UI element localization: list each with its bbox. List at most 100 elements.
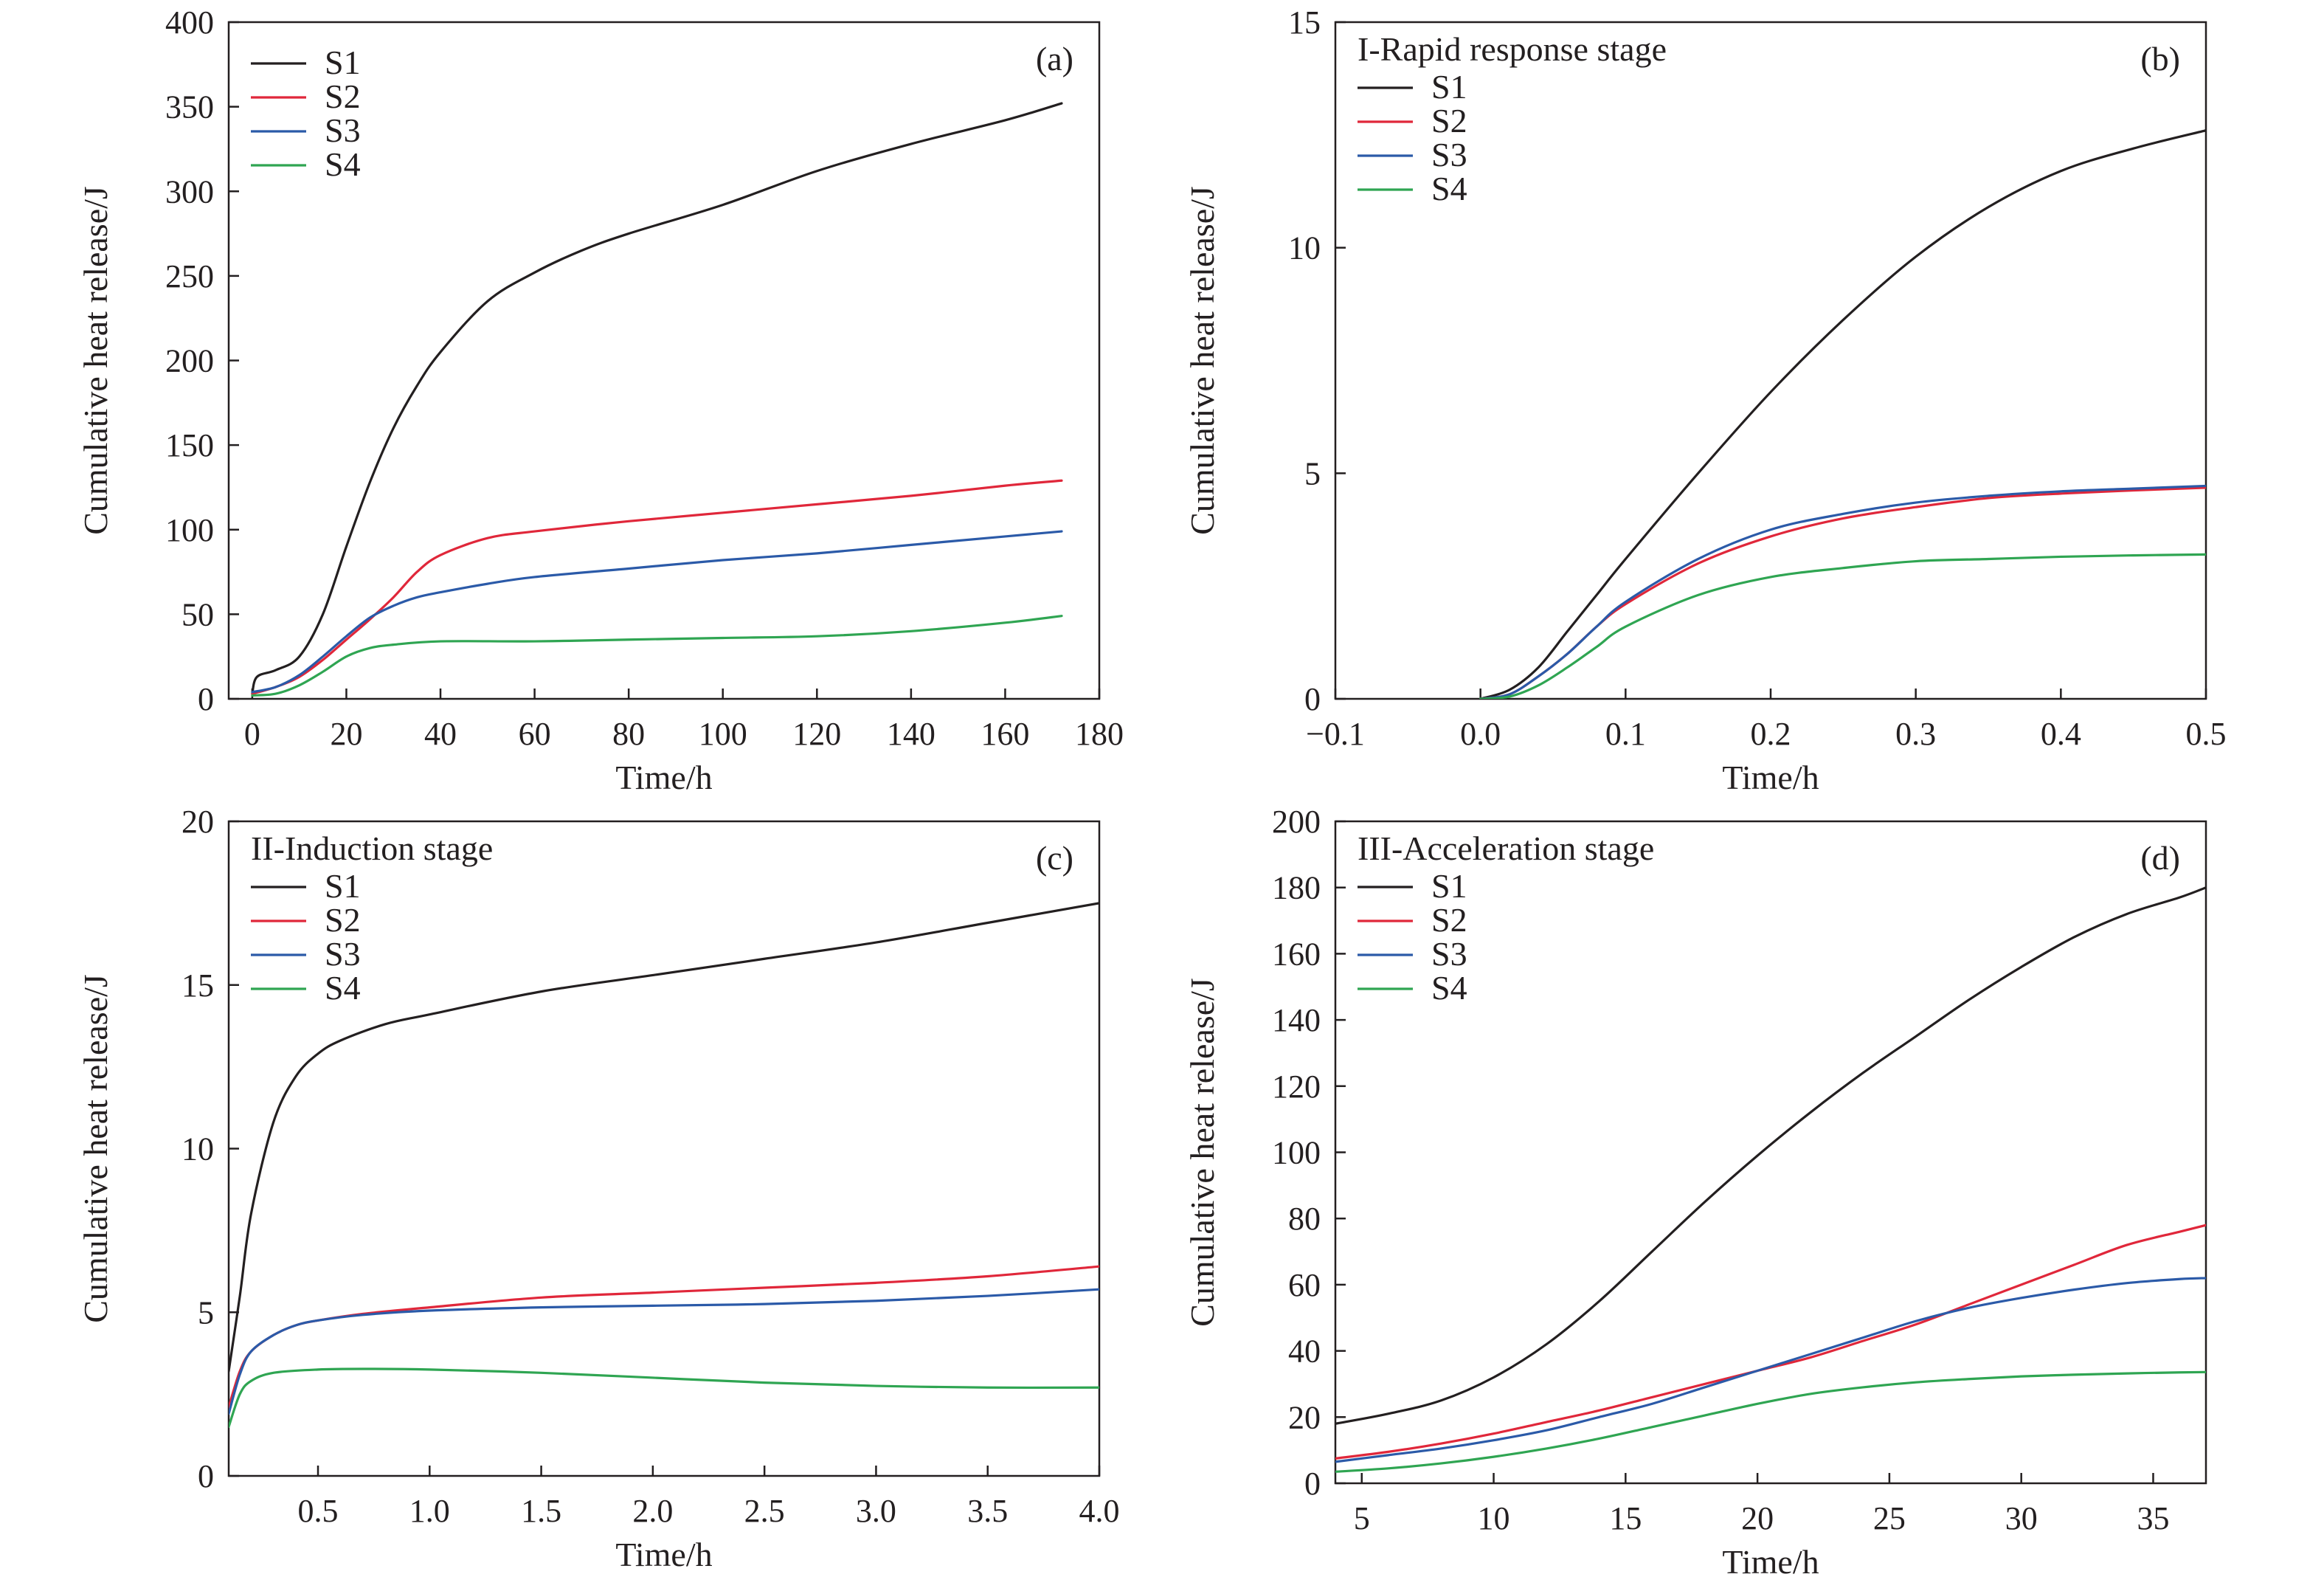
x-tick-label: 35: [2137, 1500, 2169, 1536]
panel-b: −0.1 0.0 0.1 0.2 0.3 0.4 0.5 0 5 10 15 Time/h Cumula…: [1183, 4, 2227, 796]
x-tick-label: 30: [2005, 1500, 2038, 1536]
x-tick-label: 0.5: [298, 1493, 339, 1529]
legend-label-s4: S4: [325, 969, 361, 1007]
y-tick-label: 120: [1272, 1069, 1321, 1105]
x-axis-title: Time/h: [1722, 759, 1819, 796]
x-tick-label: 4.0: [1079, 1493, 1120, 1529]
y-tick-label: 100: [1272, 1135, 1321, 1171]
x-tick-label: 2.0: [632, 1493, 673, 1529]
legend-label-s2: S2: [1431, 102, 1467, 139]
y-tick-label: 200: [1272, 804, 1321, 840]
y-tick-label: 200: [165, 343, 214, 379]
panel-d: 5 10 15 20 25 30 35 0 20 40 60 80 100 120 140 160 180 200…: [1183, 804, 2207, 1577]
series-line-s3: [1479, 484, 2206, 699]
x-axis-title: Time/h: [1722, 1543, 1819, 1577]
series-line-s2: [1479, 486, 2206, 699]
y-tick-label: 140: [1272, 1002, 1321, 1038]
panel-c: 0.5 1.0 1.5 2.0 2.5 3.0 3.5 4.0 0 5 10 15 20 Time/h Cu…: [77, 804, 1120, 1573]
y-tick-label: 400: [165, 4, 214, 41]
y-tick-label: 60: [1288, 1267, 1321, 1303]
series-line-s3: [1335, 1277, 2206, 1463]
y-tick-label: 20: [1288, 1399, 1321, 1435]
x-tick-label: 20: [330, 716, 362, 752]
x-tick-label: 0.4: [2041, 716, 2081, 752]
y-tick-label: 5: [1304, 455, 1321, 491]
x-tick-label: 100: [699, 716, 747, 752]
series-line-s2: [251, 479, 1063, 695]
y-tick-label: 250: [165, 258, 214, 294]
y-axis-title: Cumulative heat release/J: [77, 186, 114, 535]
x-tick-label: 40: [424, 716, 457, 752]
series-group: [1335, 886, 2206, 1473]
y-tick-label: 10: [1288, 230, 1321, 266]
y-tick-label: 300: [165, 173, 214, 210]
y-tick-label: 20: [181, 804, 214, 840]
y-axis-title: Cumulative heat release/J: [1183, 186, 1221, 535]
panel-tag: (c): [1036, 839, 1073, 877]
y-tick-label: 50: [181, 596, 214, 632]
legend-label-s3: S3: [1431, 136, 1467, 173]
x-tick-label: 3.5: [967, 1493, 1008, 1529]
y-tick-label: 160: [1272, 936, 1321, 972]
series-line-s3: [251, 530, 1063, 694]
x-tick-label: 0.5: [2186, 716, 2227, 752]
x-tick-label: 2.5: [744, 1493, 785, 1529]
y-tick-label: 80: [1288, 1201, 1321, 1237]
x-tick-label: 15: [1609, 1500, 1642, 1536]
series-line-s1: [251, 102, 1063, 695]
y-tick-label: 100: [165, 512, 214, 548]
series-line-s1: [1479, 129, 2206, 699]
series-line-s1: [229, 902, 1099, 1373]
series-group: [1479, 129, 2206, 699]
y-tick-label: 15: [1288, 4, 1321, 41]
x-tick-label: 3.0: [856, 1493, 896, 1529]
panel-a: 0 20 40 60 80 100 120 140 160 180 0 50 100 150 200 250 3…: [77, 4, 1124, 796]
legend-label-s4: S4: [1431, 969, 1467, 1007]
x-tick-label: 80: [612, 716, 645, 752]
y-tick-label: 10: [181, 1131, 214, 1167]
legend-label-s3: S3: [325, 935, 361, 973]
x-tick-label: 140: [887, 716, 936, 752]
x-tick-label: 0.0: [1460, 716, 1501, 752]
x-tick-label: 5: [1354, 1500, 1370, 1536]
series-line-s4: [1479, 553, 2206, 699]
legend-label-s1: S1: [325, 44, 361, 81]
legend-label-s3: S3: [1431, 935, 1467, 973]
y-tick-label: 0: [1304, 681, 1321, 717]
y-tick-label: 15: [181, 967, 214, 1004]
y-tick-label: 0: [1304, 1466, 1321, 1502]
y-tick-label: 180: [1272, 870, 1321, 906]
x-tick-label: −0.1: [1306, 716, 1365, 752]
y-axis-title: Cumulative heat release/J: [1183, 978, 1221, 1327]
y-tick-label: 350: [165, 89, 214, 125]
panel-tag: (d): [2140, 839, 2180, 877]
x-axis-title: Time/h: [615, 759, 712, 796]
series-line-s4: [251, 615, 1063, 697]
x-tick-label: 160: [981, 716, 1029, 752]
x-tick-label: 0.2: [1751, 716, 1791, 752]
series-line-s4: [1335, 1370, 2206, 1473]
series-line-s3: [229, 1288, 1099, 1415]
x-tick-label: 1.0: [409, 1493, 450, 1529]
x-tick-label: 10: [1478, 1500, 1510, 1536]
stage-title: I-Rapid response stage: [1358, 30, 1667, 68]
series-line-s2: [1335, 1224, 2206, 1460]
legend-label-s2: S2: [325, 901, 361, 939]
x-tick-label: 0: [244, 716, 260, 752]
x-axis-title: Time/h: [615, 1536, 712, 1573]
stage-title: III-Acceleration stage: [1358, 829, 1654, 867]
x-tick-label: 1.5: [521, 1493, 561, 1529]
y-tick-label: 0: [198, 681, 214, 717]
x-tick-label: 0.3: [1895, 716, 1936, 752]
series-line-s2: [229, 1265, 1099, 1409]
x-tick-label: 60: [519, 716, 551, 752]
x-tick-label: 20: [1741, 1500, 1774, 1536]
x-tick-label: 25: [1873, 1500, 1906, 1536]
y-tick-label: 0: [198, 1458, 214, 1494]
x-tick-label: 0.1: [1605, 716, 1646, 752]
